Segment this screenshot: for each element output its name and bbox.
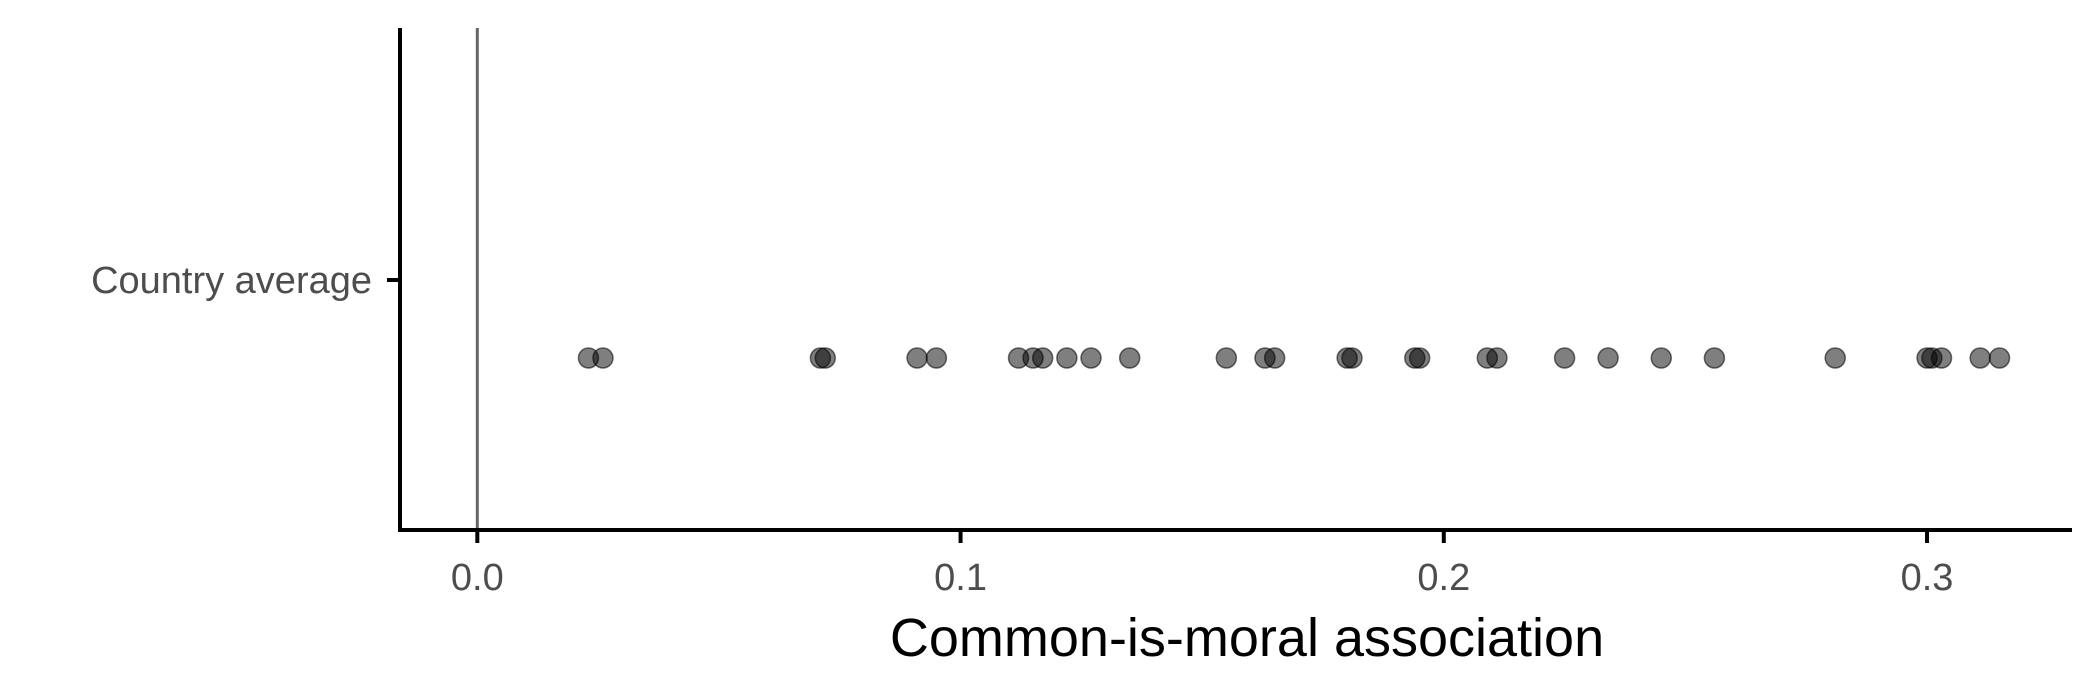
data-point [1408, 347, 1431, 369]
x-tick-label: 0.0 [451, 557, 504, 599]
data-point [1215, 347, 1238, 369]
data-point [1824, 347, 1846, 369]
data-point [1553, 347, 1576, 369]
data-point [592, 347, 614, 369]
data-point [1056, 347, 1078, 369]
x-axis-ticks: 0.0 0.1 0.2 0.3 [451, 530, 1954, 599]
data-points [577, 347, 2011, 369]
x-tick-label: 0.1 [934, 557, 987, 599]
data-point [1930, 347, 1953, 369]
y-axis-ticks: Country average [91, 260, 400, 302]
data-point [1969, 347, 1991, 369]
data-point [1118, 347, 1141, 369]
data-point [1341, 347, 1363, 369]
x-axis-title: Common-is-moral association [890, 608, 1604, 668]
x-tick-label: 0.3 [1901, 557, 1954, 599]
data-point [1988, 347, 2011, 369]
x-tick-label: 0.2 [1417, 557, 1470, 599]
data-point [1031, 347, 1054, 369]
data-point [1597, 347, 1619, 369]
data-point [1263, 347, 1286, 369]
data-point [814, 347, 836, 369]
y-tick-label: Country average [91, 260, 372, 302]
data-point [1703, 347, 1726, 369]
data-point [1650, 347, 1672, 369]
data-point [1080, 347, 1102, 369]
data-point [1486, 347, 1508, 369]
data-point [925, 347, 948, 369]
data-point [906, 347, 928, 369]
